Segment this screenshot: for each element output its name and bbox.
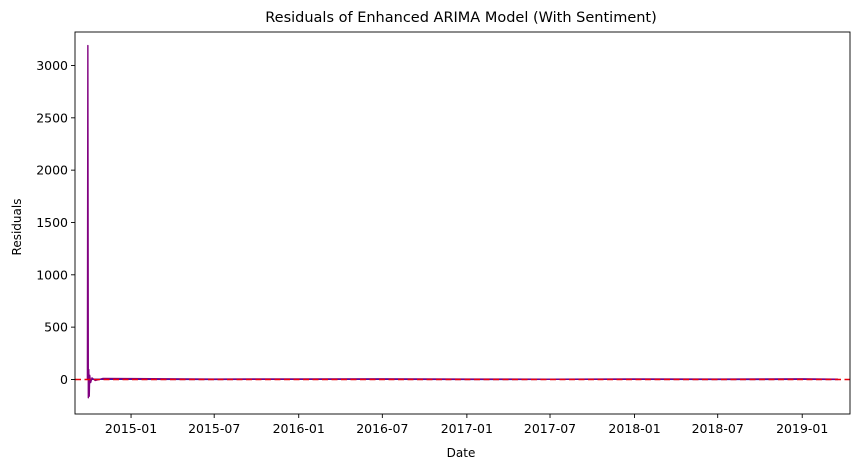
residual-series-line-0 — [86, 44, 839, 399]
x-tick-label: 2018-07 — [692, 421, 744, 436]
x-tick-label: 2018-01 — [608, 421, 660, 436]
y-tick-label: 500 — [44, 320, 68, 335]
y-tick-label: 2500 — [36, 110, 68, 125]
x-tick-label: 2016-07 — [356, 421, 408, 436]
x-tick-label: 2016-01 — [273, 421, 325, 436]
x-tick-label: 2015-01 — [105, 421, 157, 436]
y-tick-label: 1000 — [36, 267, 68, 282]
x-tick-label: 2019-01 — [776, 421, 828, 436]
x-axis-label: Date — [447, 446, 476, 460]
plot-frame — [74, 31, 851, 415]
chart-title: Residuals of Enhanced ARIMA Model (With … — [265, 10, 657, 26]
y-tick-label: 2000 — [36, 163, 68, 178]
x-tick-label: 2017-07 — [524, 421, 576, 436]
x-tick-label: 2015-07 — [188, 421, 240, 436]
y-axis-label: Residuals — [10, 199, 24, 256]
y-tick-label: 1500 — [36, 215, 68, 230]
y-tick-label: 0 — [60, 372, 68, 387]
x-tick-label: 2017-01 — [441, 421, 493, 436]
y-tick-label: 3000 — [36, 58, 68, 73]
plot-area: 0 500 1000 1500 2000 2500 3000 2015-01 2015-07 20… — [36, 31, 851, 436]
